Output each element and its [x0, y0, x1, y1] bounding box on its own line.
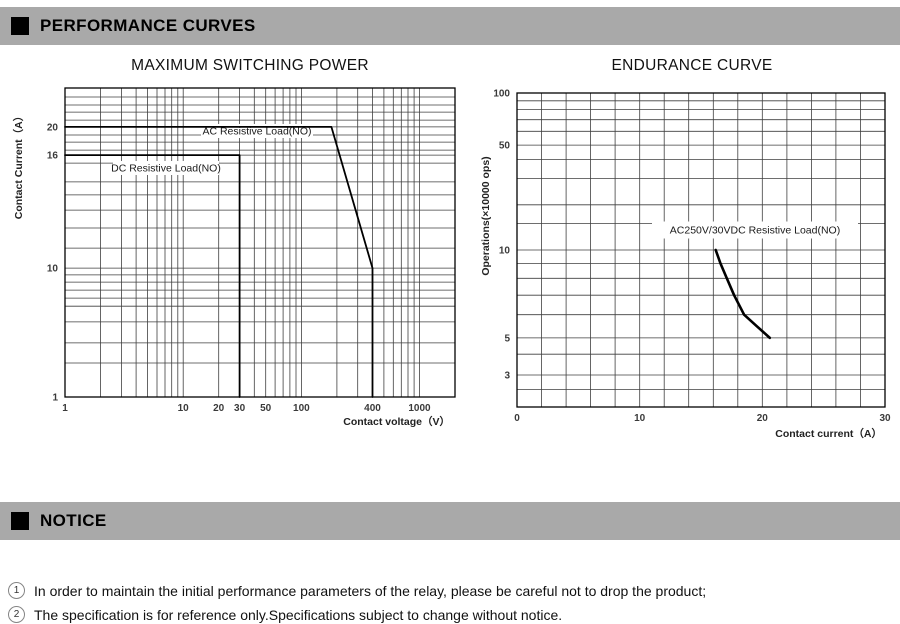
switching-power-tick-labels: 1 10 20 30 50 100 400 1000 20 16 10 1	[47, 122, 431, 414]
section-marker-icon	[11, 17, 29, 35]
switching-power-curve-1	[64, 154, 241, 398]
svg-text:30: 30	[879, 413, 891, 424]
circled-number-2-icon: 2	[8, 606, 25, 623]
svg-text:10: 10	[634, 413, 646, 424]
svg-text:20: 20	[47, 122, 59, 133]
performance-charts-canvas: AC Resistive Load(NO) DC Resistive Load(N…	[12, 87, 891, 440]
endurance-series-label: AC250V/30VDC Resistive Load(NO)	[652, 221, 858, 239]
svg-text:10: 10	[47, 264, 59, 275]
svg-text:50: 50	[260, 403, 272, 414]
svg-text:AC Resistive Load(NO): AC Resistive Load(NO)	[202, 126, 311, 138]
switching-power-y-axis-label: Contact Current（A）	[12, 111, 25, 220]
endurance-y-axis-label: Operations(×10000 ops)	[480, 156, 492, 275]
svg-text:10: 10	[499, 246, 511, 257]
svg-text:50: 50	[499, 141, 511, 152]
notice-text-2: The specification is for reference only.…	[34, 606, 563, 623]
svg-text:30: 30	[234, 403, 246, 414]
switching-power-x-axis-label: Contact voltage（V）	[343, 415, 450, 428]
svg-text:10: 10	[178, 403, 190, 414]
svg-text:3: 3	[504, 371, 510, 382]
svg-text:20: 20	[757, 413, 769, 424]
svg-text:1: 1	[52, 393, 58, 404]
circled-number-1-icon: 1	[8, 582, 25, 599]
svg-text:DC Resistive Load(NO): DC Resistive Load(NO)	[111, 163, 221, 175]
svg-text:5: 5	[504, 333, 510, 344]
notice-text-1: In order to maintain the initial perform…	[34, 582, 707, 599]
endurance-x-axis-label: Contact current（A）	[775, 427, 882, 440]
endurance-plot-border	[516, 92, 886, 408]
section-title-notice: NOTICE	[40, 511, 107, 530]
notice-item-1: 1 In order to maintain the initial perfo…	[8, 582, 706, 599]
svg-text:16: 16	[47, 151, 59, 162]
section-header-notice: NOTICE	[0, 502, 900, 540]
svg-text:400: 400	[364, 403, 381, 414]
svg-text:AC250V/30VDC Resistive Load(N: AC250V/30VDC Resistive Load(NO)	[670, 225, 840, 237]
switching-power-plot-border	[64, 87, 456, 398]
svg-text:0: 0	[514, 413, 520, 424]
section-header-performance-curves: PERFORMANCE CURVES	[0, 7, 900, 45]
endurance-tick-labels: 0 10 20 30 100 50 10 5 3	[493, 89, 891, 425]
chart-title-switching-power: MAXIMUM SWITCHING POWER	[131, 57, 369, 74]
svg-text:100: 100	[293, 403, 310, 414]
switching-power-series-label: DC Resistive Load(NO)	[111, 161, 221, 175]
section-marker-icon	[11, 512, 29, 530]
switching-power-curve-0	[64, 126, 374, 398]
svg-text:20: 20	[213, 403, 225, 414]
endurance-grid	[516, 92, 886, 408]
svg-text:1: 1	[62, 403, 68, 414]
section-title-performance-curves: PERFORMANCE CURVES	[40, 16, 256, 35]
chart-title-endurance: ENDURANCE CURVE	[611, 57, 773, 74]
svg-text:1000: 1000	[408, 403, 431, 414]
endurance-curve-0	[714, 248, 772, 340]
svg-text:100: 100	[493, 89, 510, 100]
notice-item-2: 2 The specification is for reference onl…	[8, 606, 562, 623]
